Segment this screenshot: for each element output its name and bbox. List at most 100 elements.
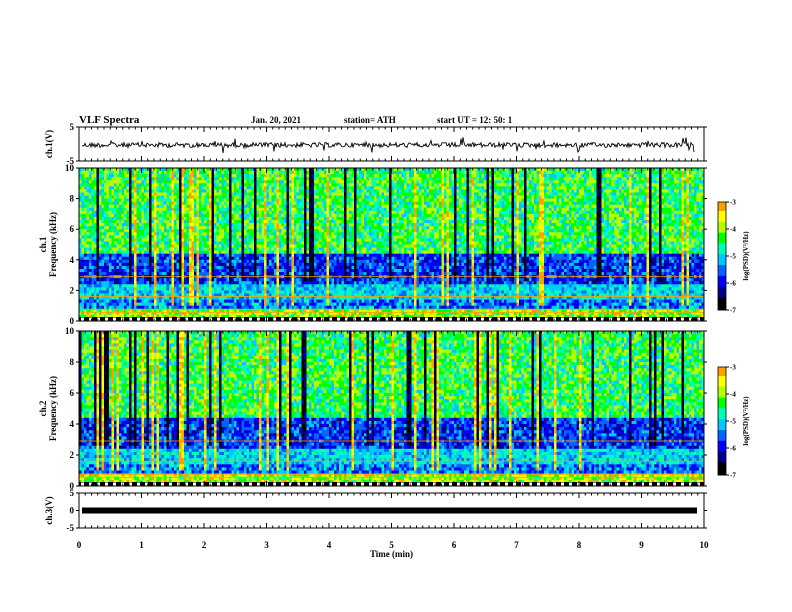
ch1-spectrogram-cell bbox=[306, 177, 310, 181]
ch1-spectrogram-cell bbox=[251, 268, 255, 273]
ch1-spectrogram-cell bbox=[201, 256, 205, 261]
ch1-spectrogram-cell bbox=[311, 213, 315, 218]
ch1-spectrogram-cell bbox=[109, 290, 112, 294]
ch1-spectrogram-cell bbox=[121, 259, 125, 264]
ch1-spectrogram-cell bbox=[116, 268, 120, 273]
ch1-spectrogram-cell bbox=[281, 177, 285, 181]
ch1-spectrogram-cell bbox=[204, 204, 207, 209]
ch1-spectrogram-cell bbox=[234, 210, 237, 215]
ch1-spectrogram-cell bbox=[246, 201, 250, 206]
ch1-spectrogram-cell bbox=[214, 278, 217, 282]
ch1-spectrogram-cell bbox=[151, 229, 155, 233]
ch1-spectrogram-cell bbox=[279, 198, 282, 203]
ch1-spectrogram-cell bbox=[279, 308, 282, 313]
ch1-spectrogram-cell bbox=[134, 287, 137, 291]
ch1-spectrogram-cell bbox=[204, 198, 207, 203]
ch1-spectrogram-cell bbox=[96, 171, 100, 175]
ch1-spectrogram-cell bbox=[116, 302, 120, 307]
ch1-spectrogram-cell bbox=[81, 216, 85, 221]
ch1-spectrogram-cell bbox=[81, 281, 85, 285]
ch1-spectrogram-cell bbox=[309, 278, 312, 282]
ch1-spectrogram-cell bbox=[289, 207, 292, 212]
ch1-spectrogram-cell bbox=[161, 204, 165, 209]
ch1-spectrogram-cell bbox=[296, 238, 300, 242]
ch1-spectrogram-cell bbox=[239, 220, 242, 224]
ch1-spectrogram-cell bbox=[236, 268, 240, 273]
ch1-spectrogram-cell bbox=[224, 284, 227, 288]
ch1-spectrogram-cell bbox=[174, 238, 177, 242]
ch1-spectrogram-cell bbox=[81, 195, 85, 199]
ch1-spectrogram-cell bbox=[146, 290, 150, 294]
ch1-spectrogram-cell bbox=[176, 198, 180, 203]
ch1-spectrogram-cell bbox=[231, 250, 235, 255]
ch1-spectrogram-cell bbox=[196, 232, 200, 236]
ch1-spectrogram-cell bbox=[166, 268, 170, 273]
ch1-spectrogram-cell bbox=[196, 308, 200, 313]
ch1-spectrogram-cell bbox=[309, 220, 312, 224]
ch1-spectrogram-cell bbox=[274, 180, 277, 184]
ch1-spectrogram-cell bbox=[146, 195, 150, 199]
ch1-spectrogram-cell bbox=[144, 183, 147, 187]
ch1-spectrogram-cell bbox=[241, 232, 245, 236]
ch1-spectrogram-cell bbox=[156, 296, 160, 300]
ch1-spectrogram-cell bbox=[171, 238, 175, 242]
ch1-spectrogram-cell bbox=[281, 250, 285, 255]
ch1-spectrogram-cell bbox=[146, 272, 150, 276]
ch1-spectrogram-cell bbox=[159, 223, 162, 227]
ch1-spectrogram-cell bbox=[214, 253, 217, 258]
ch1-spectrogram-cell bbox=[216, 241, 220, 245]
ch1-spectrogram-cell bbox=[99, 226, 102, 230]
ch1-spectrogram-cell bbox=[216, 238, 220, 242]
ch1-spectrogram-cell bbox=[289, 259, 292, 264]
ch1-spectrogram-cell bbox=[231, 235, 235, 239]
ch1-spectrogram-cell bbox=[256, 293, 260, 297]
ch1-spectrogram-cell bbox=[156, 278, 160, 282]
ch1-spectrogram-cell bbox=[251, 293, 255, 297]
ch1-spectrogram-cell bbox=[101, 259, 105, 264]
ch1-spectrogram-cell bbox=[226, 281, 230, 285]
ch1-spectrogram-cell bbox=[229, 195, 232, 199]
ch1-spectrogram-cell bbox=[306, 207, 310, 212]
ch1-spectrogram-cell bbox=[136, 235, 140, 239]
ch1-spectrogram-cell bbox=[206, 180, 210, 184]
ch1-spectrogram-cell bbox=[241, 311, 245, 316]
ch1-spectrogram-cell bbox=[159, 241, 162, 245]
ch1-spectrogram-cell bbox=[166, 290, 170, 294]
ch1-spectrogram-cell bbox=[91, 213, 95, 218]
ch1-spectrogram-cell bbox=[114, 192, 117, 196]
ch1-spectrogram-cell bbox=[104, 253, 107, 258]
ch1-spectrogram-cell bbox=[281, 238, 285, 242]
ch1-spectrogram-cell bbox=[186, 192, 190, 196]
ch1-spectrogram-cell bbox=[271, 287, 275, 291]
ch1-spectrogram-cell bbox=[129, 171, 132, 175]
ch1-spectrogram-cell bbox=[99, 250, 102, 255]
ch1-spectrogram-cell bbox=[169, 308, 172, 313]
ch1-spectrogram-cell bbox=[269, 268, 272, 273]
ch1-spectrogram-cell bbox=[316, 226, 320, 230]
ch1-spectrogram-cell bbox=[164, 195, 167, 199]
ch1-spectrogram-cell bbox=[161, 183, 165, 187]
ch1-spectrogram-cell bbox=[89, 250, 92, 255]
ch1-spectrogram-cell bbox=[151, 311, 155, 316]
ch1-spectrogram-cell bbox=[149, 186, 152, 190]
ch1-spectrogram-cell bbox=[301, 290, 305, 294]
ch1-spectrogram-cell bbox=[294, 259, 297, 264]
ch1-spectrogram-cell bbox=[176, 311, 180, 316]
ch1-spectrogram-cell bbox=[294, 299, 297, 304]
ch1-spectrogram-cell bbox=[169, 305, 172, 310]
ch1-spectrogram-cell bbox=[224, 238, 227, 242]
ch1-spectrogram-cell bbox=[236, 186, 240, 190]
ch1-spectrogram-cell bbox=[124, 305, 127, 310]
ch1-spectrogram-cell bbox=[169, 278, 172, 282]
ch1-spectrogram-cell bbox=[201, 198, 205, 203]
ch1-spectrogram-cell bbox=[236, 201, 240, 206]
ch1-spectrogram-cell bbox=[301, 247, 305, 252]
ch1-spectrogram-cell bbox=[264, 207, 267, 212]
ch1-spectrogram-cell bbox=[256, 220, 260, 224]
ch1-spectrogram-cell bbox=[244, 213, 247, 218]
ch1-spectrogram-cell bbox=[204, 223, 207, 227]
ch1-spectrogram-cell bbox=[211, 241, 215, 245]
ch1-spectrogram-cell bbox=[306, 186, 310, 190]
ch1-spectrogram-cell bbox=[279, 180, 282, 184]
ch1-spectrogram-cell bbox=[191, 213, 195, 218]
